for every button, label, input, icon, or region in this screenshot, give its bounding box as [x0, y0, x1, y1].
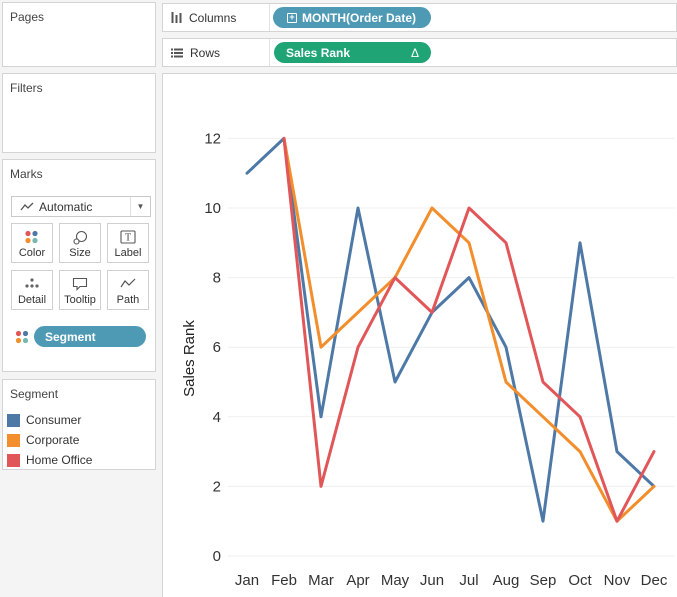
tooltip-icon [60, 277, 100, 291]
color-icon [12, 230, 52, 244]
legend-label: Home Office [26, 453, 93, 467]
chart-canvas: 0 2 4 6 8 10 12 Jan Feb Mar Apr May Jun Jul Aug Sep Oct… [181, 130, 675, 589]
y-axis-title: Sales Rank [181, 320, 198, 397]
label-button[interactable]: T Label [107, 223, 149, 263]
detail-button-label: Detail [17, 294, 47, 306]
shelf-divider [269, 4, 270, 31]
columns-shelf[interactable]: Columns + MONTH(Order Date) [162, 3, 677, 32]
marks-card: Marks Automatic ▼ Color Size [2, 159, 156, 372]
x-tick-label: Aug [493, 572, 520, 589]
color-button-label: Color [18, 247, 46, 259]
legend-title: Segment [10, 387, 59, 401]
columns-pill-text: MONTH(Order Date) [302, 10, 417, 25]
series-line-home-office[interactable] [282, 136, 656, 523]
legend-swatch [7, 453, 20, 467]
columns-label-text: Columns [189, 10, 237, 25]
path-button[interactable]: Path [107, 270, 149, 310]
legend-item-home-office[interactable]: Home Office [7, 452, 92, 468]
x-tick-label: May [381, 572, 410, 589]
x-tick-label: Oct [568, 572, 592, 589]
tooltip-button[interactable]: Tooltip [59, 270, 101, 310]
rows-icon [171, 48, 183, 58]
x-tick-label: Apr [346, 572, 369, 589]
series-line-corporate[interactable] [282, 136, 656, 523]
rows-shelf-label: Rows [171, 39, 220, 66]
y-tick-label: 2 [213, 478, 221, 495]
filters-card[interactable]: Filters [2, 73, 156, 153]
legend-label: Consumer [26, 413, 82, 427]
legend-label: Corporate [26, 433, 80, 447]
filters-title: Filters [10, 81, 43, 95]
size-button[interactable]: Size [59, 223, 101, 263]
series-line-consumer[interactable] [245, 136, 656, 523]
x-tick-label: Sep [530, 572, 557, 589]
y-tick-label: 6 [213, 339, 221, 356]
mark-type-label: Automatic [39, 199, 93, 214]
y-tick-label: 4 [213, 409, 221, 426]
y-tick-label: 12 [204, 130, 221, 147]
segment-color-pill[interactable]: Segment [34, 326, 146, 347]
y-tick-label: 0 [213, 548, 221, 565]
legend-swatch [7, 433, 20, 447]
rows-pill-text: Sales Rank [286, 45, 351, 60]
pages-card[interactable]: Pages [2, 2, 156, 67]
sales-rank-pill[interactable]: Sales Rank Δ [274, 42, 431, 63]
mark-type-dropdown[interactable]: Automatic ▼ [11, 196, 151, 217]
marks-title: Marks [10, 167, 43, 181]
x-tick-label: Jan [235, 572, 259, 589]
detail-icon [12, 277, 52, 289]
x-tick-label: Mar [308, 572, 334, 589]
table-calc-delta-icon: Δ [410, 45, 419, 60]
x-tick-label: Dec [641, 572, 668, 589]
size-button-label: Size [69, 247, 91, 259]
detail-button[interactable]: Detail [11, 270, 53, 310]
path-button-label: Path [116, 294, 140, 306]
y-tick-label: 10 [204, 200, 221, 217]
columns-icon [171, 12, 182, 23]
shelf-divider [269, 39, 270, 66]
y-tick-label: 8 [213, 270, 221, 287]
tooltip-button-label: Tooltip [64, 294, 96, 306]
color-dots-icon [15, 330, 29, 347]
size-icon [60, 230, 100, 246]
segment-legend: Segment Consumer Corporate Home Office [2, 379, 156, 470]
x-tick-label: Nov [604, 572, 631, 589]
line-mark-icon [20, 202, 34, 212]
columns-shelf-label: Columns [171, 4, 236, 31]
label-button-label: Label [114, 247, 142, 259]
label-icon: T [108, 230, 148, 244]
rows-label-text: Rows [190, 45, 221, 60]
legend-item-corporate[interactable]: Corporate [7, 432, 79, 448]
x-tick-label: Feb [271, 572, 297, 589]
month-order-date-pill[interactable]: + MONTH(Order Date) [273, 7, 431, 28]
svg-text:T: T [125, 233, 131, 244]
legend-item-consumer[interactable]: Consumer [7, 412, 81, 428]
x-tick-label: Jun [420, 572, 444, 589]
rows-shelf[interactable]: Rows Sales Rank Δ [162, 38, 677, 67]
chevron-down-icon[interactable]: ▼ [130, 197, 150, 216]
path-icon [108, 277, 148, 289]
x-tick-label: Jul [459, 572, 478, 589]
line-chart[interactable]: 0 2 4 6 8 10 12 Jan Feb Mar Apr May Jun Jul Aug Sep Oct… [162, 73, 677, 597]
pages-title: Pages [10, 10, 45, 24]
expand-plus-icon[interactable]: + [287, 12, 297, 23]
color-button[interactable]: Color [11, 223, 53, 263]
legend-swatch [7, 413, 20, 427]
